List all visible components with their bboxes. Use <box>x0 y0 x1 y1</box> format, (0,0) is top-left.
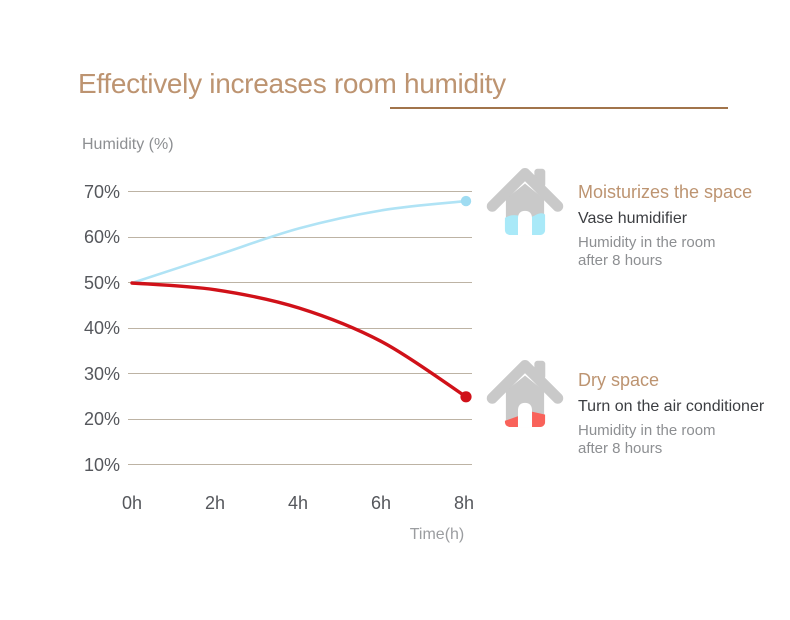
gridline-70 <box>128 191 472 192</box>
x-axis-title: Time(h) <box>409 526 465 543</box>
gridline-50 <box>128 282 472 283</box>
roof-shape <box>486 360 564 404</box>
y-tick-label: 10% <box>83 455 120 475</box>
dry-series-line <box>130 281 468 399</box>
gridline-30 <box>128 373 472 374</box>
y-tick-label: 30% <box>83 364 120 384</box>
y-tick-label: 50% <box>83 273 120 293</box>
annotation-subheading: Turn on the air conditioner <box>578 398 765 415</box>
x-tick-label: 6h <box>370 493 392 513</box>
x-tick-label: 4h <box>287 493 309 513</box>
y-tick-label: 60% <box>83 227 120 247</box>
annotation-moisturized: Moisturizes the space Vase humidifier Hu… <box>486 161 786 281</box>
gridline-60 <box>128 237 472 238</box>
dry-endpoint-dot <box>460 391 472 403</box>
annotation-body-line: after 8 hours <box>578 440 663 457</box>
humidifier-endpoint-dot <box>460 195 472 207</box>
annotation-subheading: Vase humidifier <box>578 210 688 227</box>
annotation-body-line: after 8 hours <box>578 252 663 269</box>
gridline-40 <box>128 328 472 329</box>
page-title: Effectively increases room humidity <box>78 68 506 99</box>
x-tick-label: 8h <box>453 493 475 513</box>
annotation-body-line: Humidity in the room <box>578 422 716 439</box>
x-tick-label: 0h <box>121 493 143 513</box>
gridline-20 <box>128 419 472 420</box>
house-humidified-icon <box>486 168 564 237</box>
door-shape <box>517 402 533 428</box>
annotation-body-line: Humidity in the room <box>578 234 716 251</box>
annotation-dry: Dry space Turn on the air conditioner Hu… <box>486 353 786 473</box>
annotation-heading: Dry space <box>578 370 660 390</box>
y-tick-label: 70% <box>83 182 120 202</box>
y-axis-title: Humidity (%) <box>82 136 174 153</box>
roof-shape <box>486 168 564 212</box>
y-tick-label: 20% <box>83 409 120 429</box>
gridline-10 <box>128 464 472 465</box>
title-underline <box>390 107 728 109</box>
house-dry-icon <box>486 360 564 429</box>
humidifier-series-line <box>130 199 468 285</box>
y-tick-label: 40% <box>83 318 120 338</box>
annotation-heading: Moisturizes the space <box>578 182 753 202</box>
door-shape <box>517 210 533 236</box>
x-tick-label: 2h <box>204 493 226 513</box>
